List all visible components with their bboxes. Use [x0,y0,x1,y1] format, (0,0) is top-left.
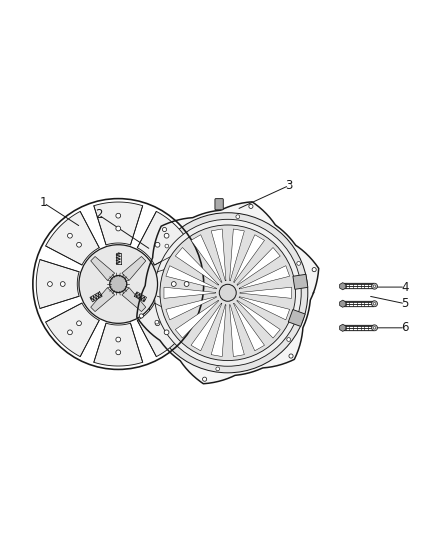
Text: 2: 2 [95,208,102,221]
Polygon shape [175,301,219,338]
Polygon shape [175,247,219,285]
Circle shape [373,327,376,329]
Circle shape [236,215,240,219]
Text: 3: 3 [286,179,293,192]
Circle shape [164,330,169,335]
Polygon shape [239,297,290,320]
Circle shape [116,350,120,355]
Polygon shape [36,260,79,309]
Polygon shape [46,212,99,265]
Circle shape [154,219,301,366]
Polygon shape [164,287,215,298]
Circle shape [60,281,65,286]
Polygon shape [94,323,143,366]
Polygon shape [233,303,265,351]
Polygon shape [137,303,191,357]
Polygon shape [211,305,226,357]
Circle shape [202,377,207,381]
Polygon shape [239,266,290,289]
Polygon shape [137,202,319,384]
Text: 5: 5 [402,297,409,310]
Polygon shape [237,247,280,285]
Polygon shape [166,297,216,320]
Text: 4: 4 [401,280,409,294]
Polygon shape [240,287,292,298]
Polygon shape [166,266,216,289]
Polygon shape [233,235,265,282]
Polygon shape [191,235,222,282]
Circle shape [165,244,169,248]
Circle shape [371,325,378,331]
Circle shape [297,262,300,265]
Circle shape [116,213,120,218]
Polygon shape [211,229,226,281]
Circle shape [219,284,236,301]
Polygon shape [122,288,146,312]
Polygon shape [339,300,346,308]
Polygon shape [94,202,143,245]
Polygon shape [157,260,200,309]
Polygon shape [91,288,115,312]
Circle shape [155,243,160,247]
Circle shape [155,320,159,324]
Polygon shape [191,303,222,351]
Circle shape [184,281,189,286]
Circle shape [289,354,293,358]
Polygon shape [288,310,305,326]
Circle shape [33,199,204,369]
Polygon shape [339,282,346,290]
Circle shape [287,337,290,341]
Circle shape [162,228,166,232]
Polygon shape [230,229,244,281]
Polygon shape [46,303,99,357]
Circle shape [139,314,143,318]
Polygon shape [230,305,244,357]
Circle shape [116,337,120,342]
Polygon shape [137,212,191,265]
Circle shape [110,276,127,293]
Circle shape [77,243,81,247]
Circle shape [116,226,120,231]
Polygon shape [122,256,146,280]
Circle shape [371,283,378,289]
Circle shape [371,301,378,306]
Circle shape [160,225,296,361]
Text: 1: 1 [40,197,48,209]
Polygon shape [237,301,280,338]
Polygon shape [339,324,346,332]
Circle shape [216,367,219,371]
Circle shape [79,245,158,324]
Circle shape [48,281,52,286]
Circle shape [312,268,316,272]
Circle shape [67,330,72,335]
Circle shape [67,233,72,238]
Circle shape [171,281,176,286]
Circle shape [155,321,160,326]
Circle shape [373,285,376,287]
Circle shape [249,204,253,208]
Circle shape [148,213,308,373]
Circle shape [373,303,376,305]
Circle shape [164,233,169,238]
Circle shape [77,321,81,326]
Polygon shape [293,274,308,289]
Text: 6: 6 [401,321,409,334]
FancyBboxPatch shape [215,199,223,210]
Polygon shape [91,256,115,280]
